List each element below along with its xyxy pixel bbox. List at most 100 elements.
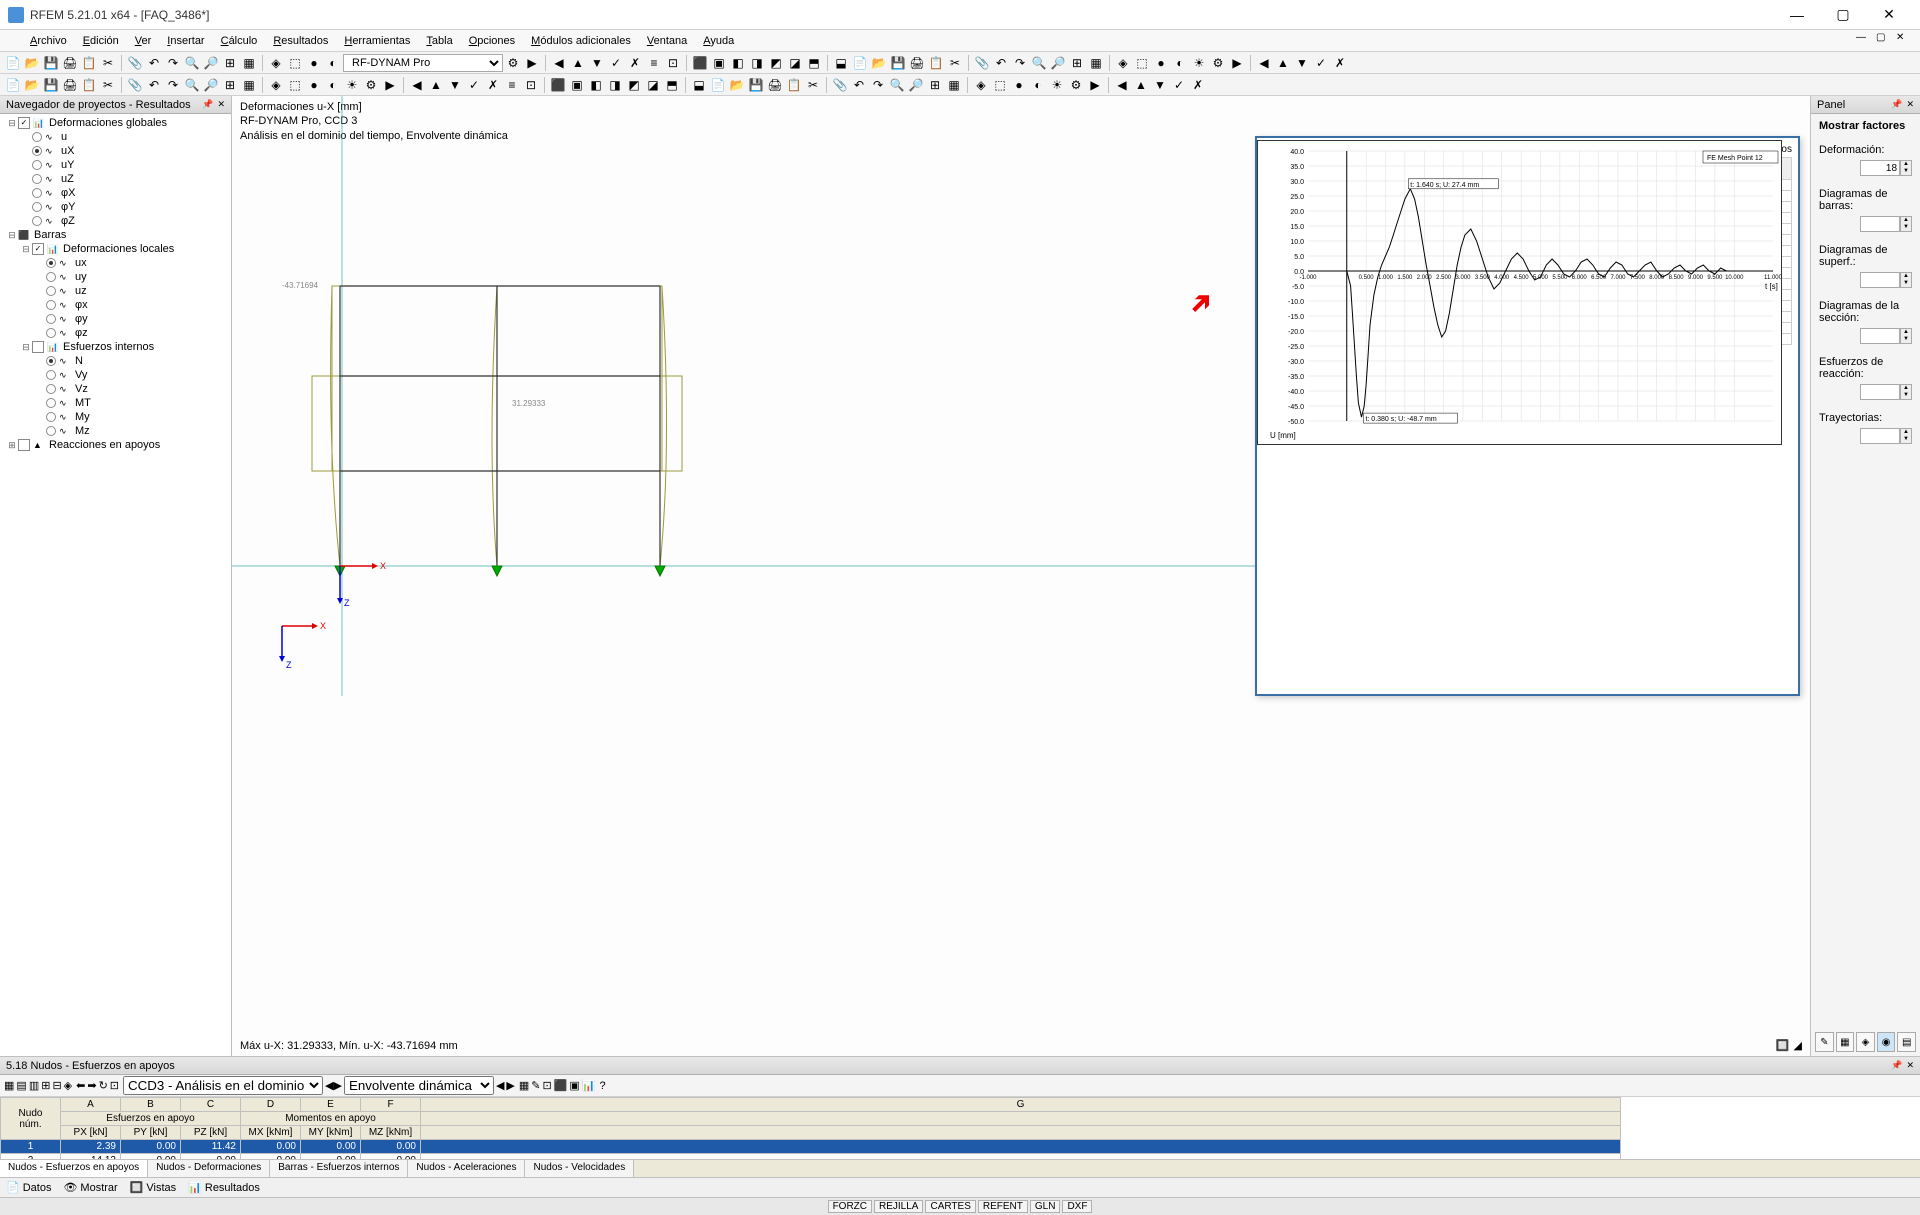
- panel-btn-2[interactable]: ▦: [1836, 1032, 1855, 1052]
- panel-btn-4[interactable]: ◉: [1877, 1032, 1896, 1052]
- tree-item[interactable]: ⊟✓📊Deformaciones globales: [2, 116, 229, 130]
- tb-btn-tb1-19[interactable]: ▶: [523, 54, 541, 72]
- btb2-7[interactable]: ▣: [569, 1079, 579, 1092]
- tb-btn-tb2-55[interactable]: ◀: [1113, 76, 1131, 94]
- diag-superf-input[interactable]: [1860, 272, 1900, 288]
- tb-btn-tb1-57[interactable]: ▼: [1293, 54, 1311, 72]
- tb-btn-tb2-13[interactable]: ◈: [267, 76, 285, 94]
- tb-btn-tb1-13[interactable]: ◈: [267, 54, 285, 72]
- bottom-tab-0[interactable]: Nudos - Esfuerzos en apoyos: [0, 1160, 148, 1177]
- tb-btn-tb1-26[interactable]: ⊡: [664, 54, 682, 72]
- tb-btn-tb1-51[interactable]: ◐: [1171, 54, 1189, 72]
- panel-btn-3[interactable]: ◈: [1856, 1032, 1875, 1052]
- bottom-tab-1[interactable]: Nudos - Deformaciones: [148, 1160, 270, 1177]
- tb-btn-tb1-39[interactable]: 📋: [927, 54, 945, 72]
- tb-btn-tb2-10[interactable]: 🔎: [202, 76, 220, 94]
- tb-btn-tb2-25[interactable]: ≡: [503, 76, 521, 94]
- tb-btn-tb2-15[interactable]: ●: [305, 76, 323, 94]
- next-btn[interactable]: ▶: [333, 1079, 341, 1092]
- mdi-close[interactable]: ✕: [1896, 32, 1916, 50]
- tb-btn-tb1-25[interactable]: ≡: [645, 54, 663, 72]
- tb-btn-tb1-59[interactable]: ✗: [1331, 54, 1349, 72]
- toolbar-combo[interactable]: RF-DYNAM Pro: [343, 54, 503, 72]
- tree-item[interactable]: ∿φz: [2, 326, 229, 340]
- tb-btn-tb1-55[interactable]: ◀: [1255, 54, 1273, 72]
- tb-btn-tb2-50[interactable]: ●: [1010, 76, 1028, 94]
- deformation-input[interactable]: [1860, 160, 1900, 176]
- trayectorias-input[interactable]: [1860, 428, 1900, 444]
- tb-btn-tb2-56[interactable]: ▲: [1132, 76, 1150, 94]
- tb-btn-tb2-20[interactable]: ◀: [408, 76, 426, 94]
- tb-btn-tb2-37[interactable]: 💾: [747, 76, 765, 94]
- menu-opciones[interactable]: Opciones: [461, 32, 523, 50]
- btb2-10[interactable]: ?: [600, 1080, 606, 1092]
- tb-btn-tb1-20[interactable]: ◀: [550, 54, 568, 72]
- tb-btn-tb1-0[interactable]: 📄: [4, 54, 22, 72]
- tb-btn-tb2-59[interactable]: ✗: [1189, 76, 1207, 94]
- menu-módulos adicionales[interactable]: Módulos adicionales: [523, 32, 639, 50]
- tb-btn-tb1-1[interactable]: 📂: [23, 54, 41, 72]
- status2-rejilla[interactable]: REJILLA: [874, 1200, 923, 1213]
- tb-btn-tb1-8[interactable]: ↷: [164, 54, 182, 72]
- tree-item[interactable]: ∿Mz: [2, 424, 229, 438]
- tb-btn-tb1-3[interactable]: 🖨: [61, 54, 79, 72]
- tb-btn-tb1-2[interactable]: 💾: [42, 54, 60, 72]
- tb-btn-tb2-36[interactable]: 📂: [728, 76, 746, 94]
- tb-btn-tb2-53[interactable]: ⚙: [1067, 76, 1085, 94]
- bottom-table[interactable]: Nudonúm.ABCDEFGEsfuerzos en apoyoMomento…: [0, 1097, 1621, 1159]
- tb-btn-tb2-27[interactable]: ⬛: [549, 76, 567, 94]
- btb2-3[interactable]: ▦: [519, 1079, 529, 1092]
- tb-btn-tb2-9[interactable]: 🔍: [183, 76, 201, 94]
- menu-herramientas[interactable]: Herramientas: [336, 32, 418, 50]
- tb-btn-tb1-32[interactable]: ◪: [786, 54, 804, 72]
- bottom-tab-3[interactable]: Nudos - Aceleraciones: [408, 1160, 525, 1177]
- tb-btn-tb2-7[interactable]: ↶: [145, 76, 163, 94]
- tb-btn-tb2-44[interactable]: 🔍: [888, 76, 906, 94]
- menu-tabla[interactable]: Tabla: [418, 32, 460, 50]
- close-panel-icon[interactable]: ✕: [217, 99, 225, 110]
- mdi-min[interactable]: —: [1856, 32, 1876, 50]
- btb-btn-2[interactable]: ▥: [29, 1079, 39, 1092]
- bottom-close-icon[interactable]: ✕: [1906, 1060, 1914, 1071]
- tb-btn-tb2-11[interactable]: ⊞: [221, 76, 239, 94]
- mdi-max[interactable]: ▢: [1876, 32, 1896, 50]
- tb-btn-tb1-27[interactable]: ⬛: [691, 54, 709, 72]
- viewport-icon-2[interactable]: ◢: [1794, 1039, 1802, 1052]
- status-mostrar[interactable]: 👁Mostrar: [63, 1181, 117, 1194]
- bottom-tab-2[interactable]: Barras - Esfuerzos internos: [270, 1160, 408, 1177]
- tb-btn-tb2-43[interactable]: ↷: [869, 76, 887, 94]
- tb-btn-tb2-42[interactable]: ↶: [850, 76, 868, 94]
- tb-btn-tb2-46[interactable]: ⊞: [926, 76, 944, 94]
- tb-btn-tb1-7[interactable]: ↶: [145, 54, 163, 72]
- esfuerzos-reac-input[interactable]: [1860, 384, 1900, 400]
- tb-btn-tb2-48[interactable]: ◈: [972, 76, 990, 94]
- tb-btn-tb1-35[interactable]: 📄: [851, 54, 869, 72]
- deformation-spinner[interactable]: ▲▼: [1819, 160, 1912, 176]
- status2-gln[interactable]: GLN: [1030, 1200, 1061, 1213]
- tb-btn-tb1-24[interactable]: ✗: [626, 54, 644, 72]
- btb-btn-10[interactable]: ⊡: [110, 1079, 119, 1092]
- tb-btn-tb1-28[interactable]: ▣: [710, 54, 728, 72]
- panel-btn-1[interactable]: ✎: [1815, 1032, 1834, 1052]
- tb-btn-tb2-6[interactable]: 📎: [126, 76, 144, 94]
- tb-btn-tb2-52[interactable]: ☀: [1048, 76, 1066, 94]
- tb-btn-tb2-12[interactable]: ▦: [240, 76, 258, 94]
- bottom-tab-4[interactable]: Nudos - Velocidades: [525, 1160, 634, 1177]
- bottom-pin-icon[interactable]: 📌: [1891, 1060, 1902, 1071]
- diag-seccion-input[interactable]: [1860, 328, 1900, 344]
- tb-btn-tb1-31[interactable]: ◩: [767, 54, 785, 72]
- tree-item[interactable]: ⊞▲Reacciones en apoyos: [2, 438, 229, 452]
- btb-btn-9[interactable]: ↻: [99, 1079, 108, 1092]
- tb-btn-tb1-33[interactable]: ⬒: [805, 54, 823, 72]
- tb-btn-tb2-30[interactable]: ◨: [606, 76, 624, 94]
- tb-btn-tb1-21[interactable]: ▲: [569, 54, 587, 72]
- tb-btn-tb2-32[interactable]: ◪: [644, 76, 662, 94]
- btb-btn-1[interactable]: ▤: [16, 1079, 26, 1092]
- tree-item[interactable]: ∿φX: [2, 186, 229, 200]
- diag-barras-input[interactable]: [1860, 216, 1900, 232]
- btb-btn-3[interactable]: ⊞: [41, 1079, 50, 1092]
- tb-btn-tb1-40[interactable]: ✂: [946, 54, 964, 72]
- tb-btn-tb2-24[interactable]: ✗: [484, 76, 502, 94]
- tb-btn-tb1-23[interactable]: ✓: [607, 54, 625, 72]
- menu-ver[interactable]: Ver: [127, 32, 160, 50]
